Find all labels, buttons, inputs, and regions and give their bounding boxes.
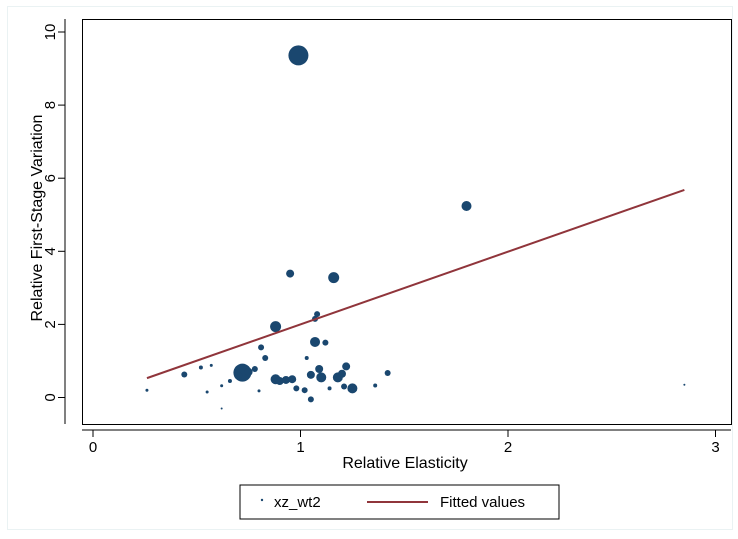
y-tick-label: 8 [42,101,59,109]
scatter-point [288,45,309,66]
scatter-point [281,375,290,384]
scatter-point [234,371,243,380]
y-axis-title: Relative First-Stage Variation [29,115,46,322]
y-tick-label: 0 [42,393,59,401]
scatter-point [384,370,391,377]
legend-label-fitted-values: Fitted values [440,494,525,511]
scatter-point [338,369,346,378]
x-tick-label: 0 [89,439,97,456]
scatter-point [314,311,321,318]
scatter-point [198,365,203,370]
x-tick-label: 1 [296,439,304,456]
scatter-point [209,363,213,367]
scatter-point [181,371,188,378]
scatter-point [310,336,321,347]
fitted-values-line [146,188,685,380]
y-tick-label: 2 [42,320,59,328]
y-axis: 0 2 4 6 8 10 [42,19,66,424]
scatter-point [270,321,282,333]
x-tick-label: 2 [504,439,512,456]
scatter-point [251,365,258,372]
scatter-point [461,200,472,211]
scatter-point [257,389,261,393]
scatter-point [327,386,332,391]
scatter-point [316,372,327,383]
x-tick-label: 3 [711,439,719,456]
scatter-point [262,355,269,362]
scatter-point [205,390,209,394]
scatter-point [341,383,348,390]
legend-label-xz-wt2: xz_wt2 [274,494,321,511]
scatter-point [315,364,324,373]
scatter-point [244,367,253,376]
scatter-point [683,383,686,386]
y-tick-label: 10 [42,24,59,41]
legend-marker-xz-wt2 [260,498,264,502]
scatter-point [275,377,284,386]
scatter-point [304,356,309,361]
scatter-point [286,269,295,278]
scatter-point [306,370,315,379]
scatter-point [322,339,329,346]
x-axis-title: Relative Elasticity [342,455,467,472]
scatter-point [288,375,297,384]
scatter-point [258,344,265,351]
scatter-point [347,383,358,394]
y-tick-label: 4 [42,247,59,255]
fitted-line-layer [146,188,685,380]
scatter-point [373,383,378,388]
scatter-point [342,362,351,371]
scatter-point [145,388,149,392]
chart-border [7,6,733,530]
legend: xz_wt2 Fitted values [239,484,560,520]
y-tick-label: 6 [42,174,59,182]
scatter-point [328,272,340,284]
scatter-point [301,387,308,394]
plot-area [82,19,732,425]
x-axis: 0 1 2 3 [82,429,731,456]
scatter-point [220,384,224,388]
scatter-point [220,407,223,410]
scatter-point [307,396,314,403]
scatter-point [293,385,300,392]
scatter-point [227,379,232,384]
scatter-points [145,45,686,410]
